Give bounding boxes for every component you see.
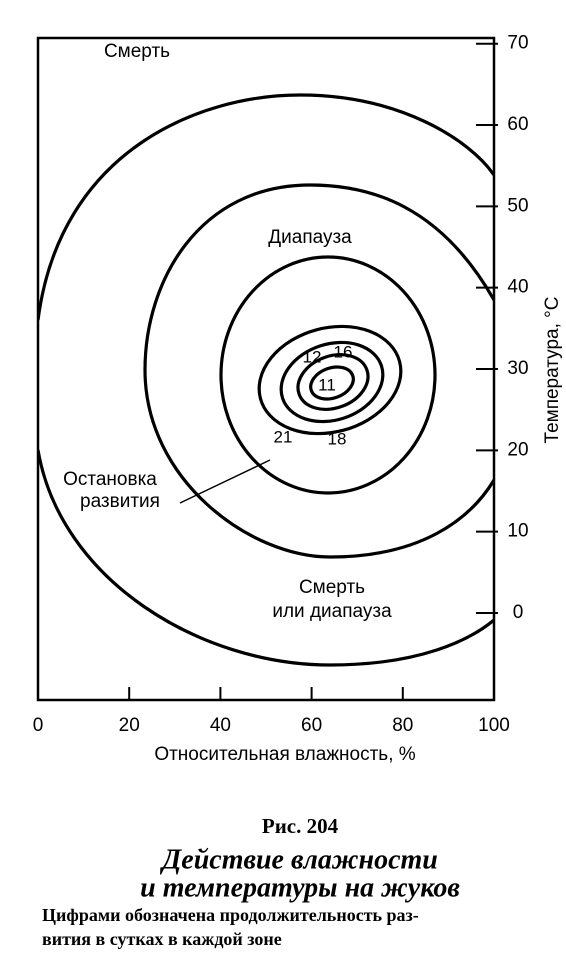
annotation: развития bbox=[80, 491, 160, 512]
figure-number: Рис. 204 bbox=[262, 814, 339, 838]
y-tick-label: 60 bbox=[507, 114, 528, 135]
annotation: Остановка bbox=[63, 469, 157, 490]
contour-label: 16 bbox=[334, 342, 353, 361]
figure-title: Действие влажности bbox=[159, 844, 438, 875]
y-tick-label: 50 bbox=[507, 195, 528, 216]
x-tick-label: 80 bbox=[392, 715, 413, 736]
y-tick-label: 30 bbox=[507, 358, 528, 379]
contour-label: 21 bbox=[274, 427, 293, 446]
figure-note: вития в сутках в каждой зоне bbox=[42, 929, 282, 949]
figure-title: и температуры на жуков bbox=[140, 872, 460, 903]
leader-line bbox=[179, 459, 271, 504]
x-tick-label: 0 bbox=[33, 715, 44, 736]
zone-boundary bbox=[38, 449, 494, 667]
x-tick-label: 100 bbox=[478, 715, 510, 736]
figure-note: Цифрами обозначена продолжительность раз… bbox=[42, 905, 419, 925]
contour-label: 12 bbox=[303, 347, 322, 366]
contour-label: 11 bbox=[318, 375, 336, 394]
zone-boundary bbox=[309, 365, 355, 401]
annotation: Смерть bbox=[299, 577, 365, 598]
annotation: Диапауза bbox=[268, 227, 352, 248]
y-tick-label: 0 bbox=[513, 602, 524, 623]
zone-boundary bbox=[143, 183, 494, 559]
zone-boundary bbox=[279, 340, 385, 424]
annotation: или диапауза bbox=[272, 601, 392, 622]
y-tick-label: 70 bbox=[507, 33, 528, 54]
x-axis-label: Относительная влажность, % bbox=[154, 744, 415, 765]
x-tick-label: 20 bbox=[119, 715, 140, 736]
x-tick-label: 40 bbox=[210, 715, 231, 736]
plot-frame bbox=[36, 36, 496, 702]
y-tick-label: 40 bbox=[507, 277, 528, 298]
zone-boundary bbox=[296, 353, 370, 411]
zone-boundary bbox=[38, 93, 494, 321]
annotation: Смерть bbox=[104, 41, 170, 62]
zone-curves bbox=[38, 93, 494, 667]
y-axis-label: Температура, °С bbox=[542, 297, 563, 444]
contour-label: 18 bbox=[328, 429, 347, 448]
x-tick-label: 60 bbox=[301, 715, 322, 736]
zone-boundary bbox=[219, 255, 437, 495]
zone-boundary bbox=[257, 324, 403, 436]
y-tick-label: 20 bbox=[507, 439, 528, 460]
y-tick-label: 10 bbox=[507, 521, 528, 542]
